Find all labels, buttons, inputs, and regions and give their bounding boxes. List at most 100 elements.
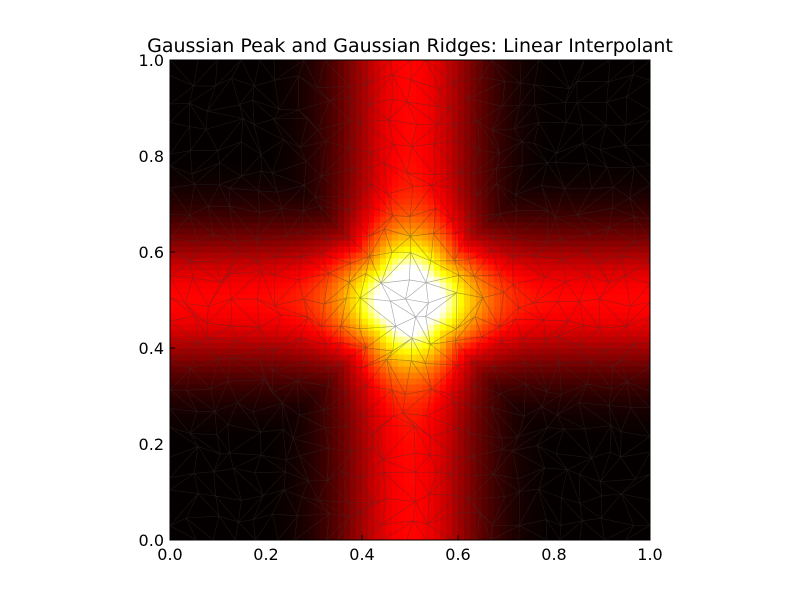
heatmap-cell xyxy=(512,384,519,391)
heatmap-cell xyxy=(530,246,537,253)
heatmap-cell xyxy=(536,216,543,223)
heatmap-cell xyxy=(488,120,495,127)
heatmap-cell xyxy=(182,366,189,373)
heatmap-cell xyxy=(248,186,255,193)
heatmap-cell xyxy=(374,354,381,361)
heatmap-cell xyxy=(512,396,519,403)
heatmap-cell xyxy=(194,108,201,115)
heatmap-cell xyxy=(200,402,207,409)
heatmap-cell xyxy=(410,384,417,391)
heatmap-cell xyxy=(392,186,399,193)
heatmap-cell xyxy=(350,228,357,235)
heatmap-cell xyxy=(404,420,411,427)
heatmap-cell xyxy=(320,150,327,157)
heatmap-cell xyxy=(290,258,297,265)
heatmap-cell xyxy=(212,396,219,403)
heatmap-cell xyxy=(386,384,393,391)
heatmap-cell xyxy=(488,498,495,505)
heatmap-cell xyxy=(332,396,339,403)
heatmap-cell xyxy=(242,138,249,145)
heatmap-cell xyxy=(530,402,537,409)
heatmap-cell xyxy=(380,318,387,325)
heatmap-cell xyxy=(500,306,507,313)
heatmap-cell xyxy=(278,402,285,409)
heatmap-cell xyxy=(212,336,219,343)
heatmap-cell xyxy=(236,276,243,283)
heatmap-cell xyxy=(476,324,483,331)
heatmap-cell xyxy=(272,408,279,415)
heatmap-cell xyxy=(302,390,309,397)
heatmap-cell xyxy=(194,342,201,349)
heatmap-cell xyxy=(470,396,477,403)
heatmap-cell xyxy=(470,282,477,289)
heatmap-cell xyxy=(452,78,459,85)
heatmap-cell xyxy=(242,294,249,301)
heatmap-cell xyxy=(236,258,243,265)
heatmap-cell xyxy=(338,66,345,73)
heatmap-cell xyxy=(248,156,255,163)
heatmap-cell xyxy=(500,240,507,247)
heatmap-cell xyxy=(242,384,249,391)
heatmap-cell xyxy=(518,192,525,199)
heatmap-cell xyxy=(500,504,507,511)
heatmap-cell xyxy=(260,384,267,391)
heatmap-cell xyxy=(416,342,423,349)
heatmap-cell xyxy=(482,162,489,169)
heatmap-cell xyxy=(422,174,429,181)
heatmap-cell xyxy=(206,384,213,391)
heatmap-cell xyxy=(494,342,501,349)
heatmap-cell xyxy=(530,174,537,181)
heatmap-cell xyxy=(218,348,225,355)
heatmap-cell xyxy=(470,420,477,427)
heatmap-cell xyxy=(236,492,243,499)
heatmap-cell xyxy=(320,162,327,169)
heatmap-cell xyxy=(272,360,279,367)
heatmap-cell xyxy=(464,132,471,139)
heatmap-cell xyxy=(374,366,381,373)
heatmap-cell xyxy=(536,426,543,433)
heatmap-cell xyxy=(500,372,507,379)
heatmap-cell xyxy=(386,354,393,361)
heatmap-cell xyxy=(482,396,489,403)
heatmap-cell xyxy=(236,366,243,373)
heatmap-cell xyxy=(506,96,513,103)
heatmap-cell xyxy=(440,486,447,493)
heatmap-cell xyxy=(278,264,285,271)
heatmap-cell xyxy=(338,432,345,439)
heatmap-cell xyxy=(368,426,375,433)
heatmap-cell xyxy=(380,402,387,409)
heatmap-cell xyxy=(500,294,507,301)
heatmap-cell xyxy=(512,444,519,451)
heatmap-cell xyxy=(320,156,327,163)
heatmap-cell xyxy=(470,126,477,133)
heatmap-cell xyxy=(278,108,285,115)
heatmap-cell xyxy=(488,390,495,397)
heatmap-cell xyxy=(236,120,243,127)
heatmap-cell xyxy=(452,366,459,373)
heatmap-cell xyxy=(206,456,213,463)
heatmap-cell xyxy=(512,318,519,325)
heatmap-cell xyxy=(452,102,459,109)
heatmap-cell xyxy=(416,72,423,79)
heatmap-cell xyxy=(422,432,429,439)
heatmap-cell xyxy=(452,108,459,115)
heatmap-cell xyxy=(326,462,333,469)
heatmap-cell xyxy=(470,252,477,259)
heatmap-cell xyxy=(206,174,213,181)
heatmap-cell xyxy=(398,270,405,277)
heatmap-cell xyxy=(260,162,267,169)
heatmap-cell xyxy=(302,306,309,313)
heatmap-cell xyxy=(176,402,183,409)
heatmap-cell xyxy=(314,444,321,451)
heatmap-cell xyxy=(404,240,411,247)
heatmap-cell xyxy=(470,60,477,67)
heatmap-cell xyxy=(320,192,327,199)
heatmap-cell xyxy=(368,486,375,493)
heatmap-cell xyxy=(458,114,465,121)
heatmap-cell xyxy=(392,132,399,139)
heatmap-cell xyxy=(218,462,225,469)
heatmap-cell xyxy=(428,78,435,85)
heatmap-cell xyxy=(254,372,261,379)
heatmap-cell xyxy=(416,60,423,67)
heatmap-cell xyxy=(212,366,219,373)
